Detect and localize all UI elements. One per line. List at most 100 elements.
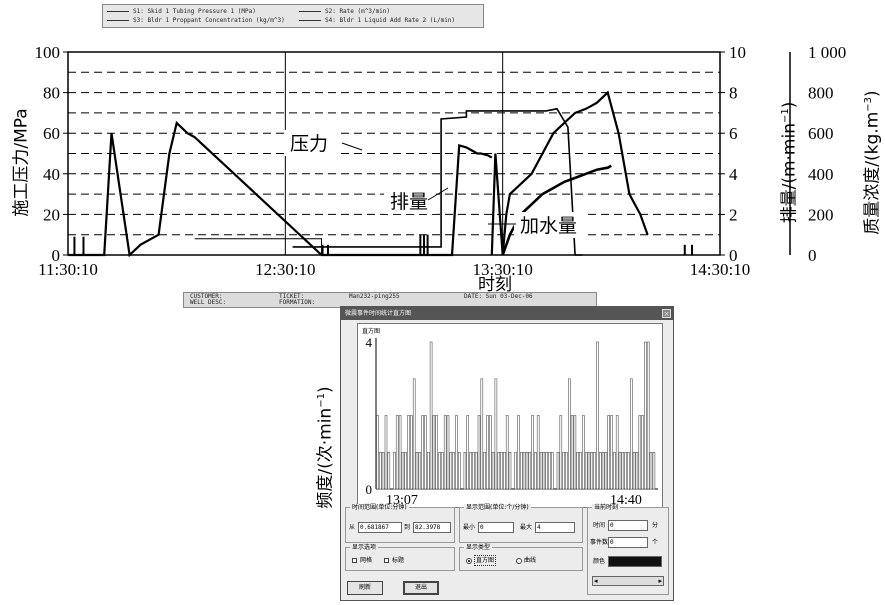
hist-bar bbox=[635, 452, 639, 490]
left-axis-label: 施工压力/MPa bbox=[11, 108, 32, 217]
right-tick-2-label: 600 bbox=[808, 124, 834, 143]
display-type-label: 显示类型 bbox=[464, 544, 493, 551]
right-tick-1-label: 4 bbox=[729, 165, 738, 184]
annotation-bg bbox=[384, 188, 436, 214]
time-unit: 分 bbox=[652, 522, 659, 529]
hist-bar bbox=[395, 415, 399, 490]
date-label: DATE: Sun 03-Dec-06 bbox=[464, 293, 533, 300]
legend-item-s2: S2: Rate (m^3/min) bbox=[299, 7, 390, 16]
display-range-label: 显示范围(单位:个/分钟) bbox=[464, 504, 531, 511]
hist-bar bbox=[599, 452, 602, 490]
hist-bar bbox=[424, 415, 427, 490]
hist-bar bbox=[429, 341, 433, 490]
hist-bar bbox=[449, 452, 453, 490]
from-label: 从 bbox=[349, 524, 356, 531]
hist-bar bbox=[497, 452, 501, 490]
scroll-right-icon[interactable]: ▸ bbox=[658, 577, 662, 585]
hist-bar bbox=[587, 452, 591, 490]
hist-bar bbox=[590, 452, 594, 490]
close-icon[interactable]: × bbox=[662, 309, 671, 318]
to-input[interactable]: 82.3978 bbox=[413, 522, 451, 533]
series-line-2 bbox=[490, 90, 649, 256]
hist-bar bbox=[466, 415, 469, 490]
hist-bar bbox=[545, 452, 548, 490]
hist-bar bbox=[432, 415, 436, 490]
customer-label: CUSTOMER: bbox=[190, 293, 223, 300]
right-tick-1-label: 0 bbox=[729, 246, 738, 265]
hist-bar bbox=[531, 415, 534, 490]
color-swatch[interactable] bbox=[608, 556, 662, 567]
well-desc-label: WELL DESC: bbox=[190, 299, 227, 306]
histogram-panel: 直方图 0 4 13:07 14:40 bbox=[357, 323, 663, 508]
hist-bar bbox=[505, 415, 509, 490]
grid-checkbox[interactable] bbox=[352, 558, 357, 563]
well-name: Man232-ping255 bbox=[349, 293, 400, 300]
hist-bar bbox=[536, 415, 540, 490]
hist-bar bbox=[565, 452, 568, 490]
legend-item-s1: S1: Skid 1 Tubing Pressure 1 (MPa) bbox=[107, 7, 256, 16]
baseline-marker bbox=[691, 244, 694, 255]
hist-bar bbox=[421, 415, 424, 490]
time-input[interactable]: 0 bbox=[608, 520, 648, 531]
time-range-group: 时间范围(单位:分钟) 从 0.681867 到 82.3978 bbox=[345, 504, 455, 543]
hist-bar bbox=[627, 452, 630, 490]
bar-radio[interactable] bbox=[466, 558, 472, 564]
right-axis-1-label: 排量/(m·min−1) bbox=[779, 101, 800, 224]
hist-bar bbox=[584, 452, 588, 490]
annotation-label: 加水量 bbox=[520, 215, 577, 237]
hist-bar bbox=[542, 452, 546, 490]
hist-bar bbox=[534, 452, 537, 490]
baseline-marker bbox=[683, 244, 686, 255]
hist-bar bbox=[562, 452, 565, 490]
ticket-label: TICKET: bbox=[279, 293, 305, 300]
hist-bar bbox=[576, 452, 579, 490]
hist-bar bbox=[483, 452, 486, 490]
hist-bar bbox=[593, 452, 596, 490]
histogram-dialog: 微震事件时间统计直方图 × 直方图 0 4 13:07 14:40 时间范围(单位:分… bbox=[340, 306, 674, 601]
hist-bar bbox=[652, 452, 656, 490]
hist-bar bbox=[393, 452, 396, 490]
histogram-title: 直方图 bbox=[362, 328, 381, 335]
left-tick-label: 60 bbox=[43, 124, 60, 143]
title-checkbox[interactable] bbox=[384, 558, 389, 563]
display-options-label: 显示选项 bbox=[350, 544, 379, 551]
title-checkbox-label: 标题 bbox=[392, 557, 405, 564]
hist-bar bbox=[494, 378, 498, 490]
hist-bar bbox=[455, 415, 458, 490]
hist-bar bbox=[500, 452, 503, 490]
hist-bar bbox=[559, 415, 563, 490]
display-options-group: 显示选项 网格 标题 bbox=[345, 544, 455, 571]
exit-button[interactable]: 退出 bbox=[403, 581, 439, 595]
hist-bar bbox=[607, 415, 610, 490]
from-input[interactable]: 0.681867 bbox=[358, 522, 402, 533]
hist-bar bbox=[539, 452, 543, 490]
refresh-button[interactable]: 刷新 bbox=[347, 581, 383, 595]
count-label: 事件数 bbox=[590, 539, 609, 546]
right-tick-2-label: 1 000 bbox=[808, 43, 846, 62]
x-tick-label: 11:30:10 bbox=[38, 260, 98, 279]
histogram-y-axis-label: 频度/(次·min−1) bbox=[315, 386, 336, 509]
baseline-marker bbox=[73, 236, 76, 255]
hist-bar bbox=[489, 415, 492, 490]
hist-bar bbox=[508, 452, 512, 490]
min-input[interactable]: 0 bbox=[478, 522, 514, 533]
annotation-leader bbox=[341, 142, 363, 151]
grid-checkbox-label: 网格 bbox=[360, 557, 373, 564]
hist-bar bbox=[503, 452, 506, 490]
hist-bar bbox=[556, 452, 560, 490]
hist-bar bbox=[525, 452, 529, 490]
max-input[interactable]: 4 bbox=[535, 522, 575, 533]
current-time-group: 当前时刻 时间 0 分 事件数 0 个 颜色 ◂ ▸ bbox=[587, 504, 669, 595]
time-scrollbar[interactable]: ◂ ▸ bbox=[592, 576, 664, 586]
hist-bar bbox=[387, 452, 391, 490]
count-input[interactable]: 0 bbox=[608, 537, 648, 548]
max-label: 最大 bbox=[520, 524, 533, 531]
curve-radio[interactable] bbox=[516, 558, 522, 564]
hist-bar bbox=[427, 452, 430, 490]
right-tick-1-label: 2 bbox=[729, 205, 738, 224]
scroll-left-icon[interactable]: ◂ bbox=[594, 577, 598, 585]
hist-bar bbox=[528, 452, 532, 490]
hist-bar bbox=[621, 452, 625, 490]
hist-bar bbox=[491, 452, 495, 490]
bar-radio-label: 直方图 bbox=[474, 555, 497, 566]
